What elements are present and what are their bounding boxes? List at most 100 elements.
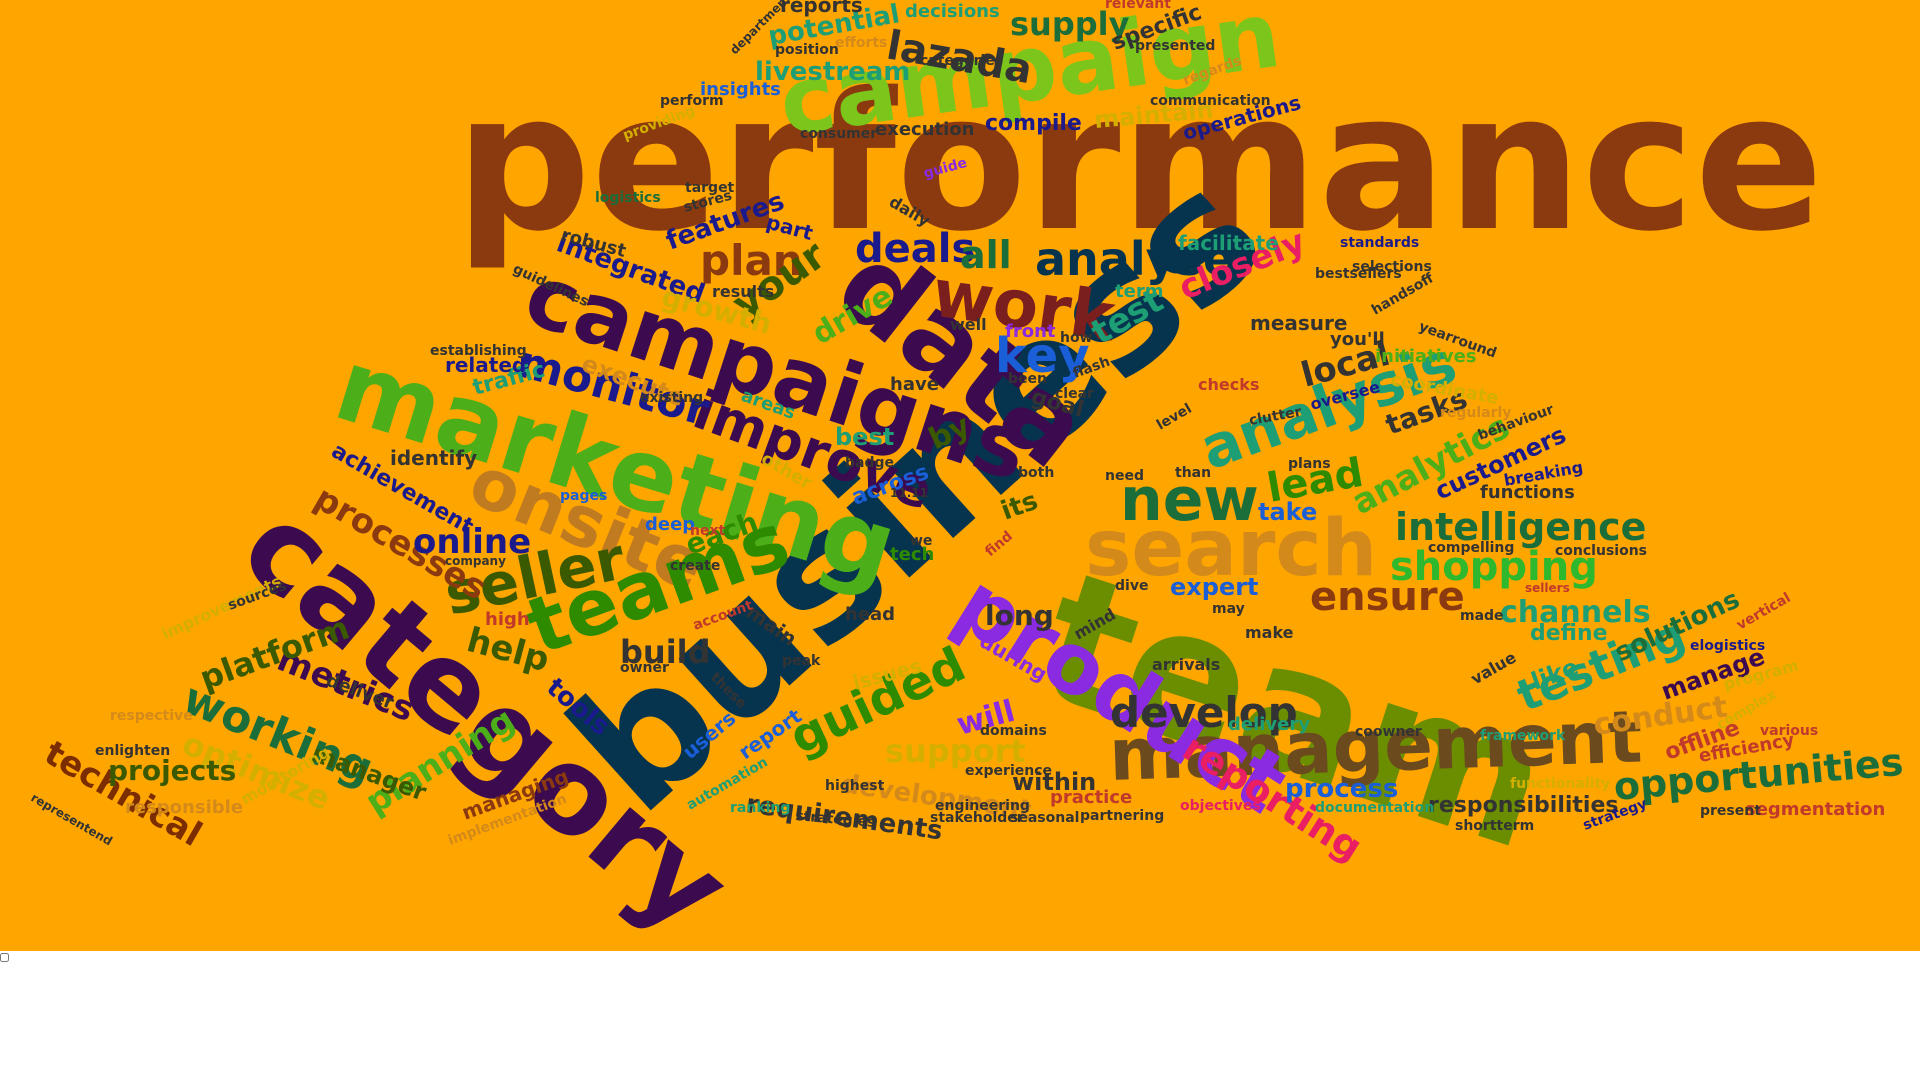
cloud-word-create: create xyxy=(670,558,720,574)
cloud-word-efforts: efforts xyxy=(835,35,887,51)
cloud-word-regularly: regularly xyxy=(1440,405,1511,421)
cloud-word-company: company xyxy=(445,554,506,568)
cloud-word-results: results xyxy=(712,282,774,301)
cloud-word-peak: peak xyxy=(782,653,821,669)
cloud-word-high: high xyxy=(485,609,530,630)
cloud-word-pages: pages xyxy=(560,488,607,504)
cloud-word-stakeholder: stakeholder xyxy=(930,810,1024,826)
cloud-word-ranking: ranking xyxy=(730,800,790,816)
cloud-word-measure: measure xyxy=(1250,311,1347,335)
cloud-word-supply: supply xyxy=(1010,5,1130,43)
cloud-word-initiatives: initiatives xyxy=(1375,346,1477,367)
cloud-word-execution: execution xyxy=(875,119,974,140)
cloud-word-arrivals: arrivals xyxy=(1152,655,1220,674)
cloud-word-search: search xyxy=(1085,504,1377,594)
cloud-word-various: various xyxy=(1760,723,1818,739)
cloud-word-tech: tech xyxy=(890,544,934,565)
cloud-word-identify: identify xyxy=(390,446,477,470)
checkbox[interactable] xyxy=(0,953,9,962)
cloud-word-elogistics: elogistics xyxy=(1690,638,1765,654)
cloud-word-process: process xyxy=(1285,774,1398,804)
cloud-word-partnering: partnering xyxy=(1080,808,1164,824)
cloud-word-respective: respective xyxy=(110,708,193,724)
cloud-word-within: within xyxy=(1012,768,1096,796)
cloud-word-existing: existing xyxy=(640,390,703,406)
cloud-word-target: target xyxy=(685,180,735,196)
cloud-word-make: make xyxy=(1245,623,1294,642)
cloud-word-expert: expert xyxy=(1170,573,1259,601)
cloud-word-shortterm: shortterm xyxy=(1455,818,1534,834)
cloud-word-online: online xyxy=(413,522,531,562)
cloud-word-checks: checks xyxy=(1198,375,1259,394)
cloud-word-logistics: logistics xyxy=(595,190,661,206)
cloud-word-plan: plan xyxy=(700,236,803,285)
cloud-word-support: support xyxy=(885,732,1026,770)
cloud-word-have: have xyxy=(890,374,939,395)
cloud-word-coowner: coowner xyxy=(1355,724,1422,740)
cloud-word-position: position xyxy=(775,42,839,58)
cloud-word-new: new xyxy=(1120,465,1259,535)
cloud-word-highest: highest xyxy=(825,778,885,794)
cloud-word-engineering: engineering xyxy=(935,798,1030,814)
cloud-word-clear: clear xyxy=(1055,386,1094,402)
cloud-word-documentation: documentation xyxy=(1315,800,1434,816)
cloud-word-presented: presented xyxy=(1135,38,1215,54)
cloud-word-selections: selections xyxy=(1352,259,1432,275)
cloud-word-experience: experience xyxy=(965,763,1052,779)
cloud-word-compile: compile xyxy=(985,111,1082,136)
word-cloud: performancebusinessteamcategorycampaignm… xyxy=(29,0,1905,951)
cloud-word-analyse: analyse xyxy=(1035,232,1234,286)
word-cloud-image: performance business team category campaign m… xyxy=(0,0,1920,951)
cloud-word-compelling: compelling xyxy=(1428,540,1514,556)
cloud-word-strategies: strategies xyxy=(795,808,876,831)
cloud-word-long: long xyxy=(985,599,1054,632)
cloud-word-build: build xyxy=(620,633,711,671)
cloud-word-we: we xyxy=(910,533,932,549)
cloud-word-performance: performance xyxy=(455,52,1823,273)
cloud-word-intelligence: intelligence xyxy=(1395,505,1646,549)
cloud-word-segmentation: segmentation xyxy=(1745,799,1885,820)
cloud-word-develop: develop xyxy=(1110,688,1298,737)
cloud-word-communication: communication xyxy=(1150,93,1271,109)
cloud-word-delivery: delivery xyxy=(1228,714,1310,735)
cloud-word-term: term xyxy=(1115,281,1163,302)
cloud-word-reports: reports xyxy=(780,0,863,17)
cloud-word-deals: deals xyxy=(855,226,975,272)
cloud-word-shopping: shopping xyxy=(1390,544,1598,590)
cloud-word-responsibilities: responsibilities xyxy=(1428,793,1618,818)
cloud-word-related: related xyxy=(445,353,526,377)
cloud-word-establishing: establishing xyxy=(430,343,527,359)
cloud-word-may: may xyxy=(1212,601,1245,617)
cloud-word-seasonal: seasonal xyxy=(1010,810,1079,826)
cloud-word-well: well xyxy=(950,315,987,334)
cloud-word-head: head xyxy=(845,604,895,625)
cloud-word-facilitate: facilitate xyxy=(1178,231,1279,255)
cloud-word-11-11: 11.11 xyxy=(890,486,928,500)
cloud-word-practice: practice xyxy=(1050,787,1132,808)
cloud-word-objectives: objectives xyxy=(1180,798,1261,814)
cloud-word-badge: badge xyxy=(845,455,894,471)
cloud-word-framework: framework xyxy=(1480,728,1566,744)
cloud-word-livestream: livestream xyxy=(755,57,910,87)
cloud-word-relevant: relevant xyxy=(1105,0,1171,12)
cloud-word-channels: channels xyxy=(1500,595,1651,630)
cloud-word-all: all xyxy=(960,233,1012,277)
cloud-word-you-ll: you'll xyxy=(1330,329,1385,350)
cloud-word-front: front xyxy=(1005,321,1056,342)
cloud-word-best: best xyxy=(835,423,894,451)
cloud-word-plans: plans xyxy=(1288,456,1331,472)
cloud-word-functionality: functionality xyxy=(1510,776,1610,792)
cloud-word-present: present xyxy=(1700,803,1761,819)
cloud-word-conclusions: conclusions xyxy=(1555,543,1647,559)
cloud-word-insights: insights xyxy=(700,79,781,100)
cloud-word-projects: projects xyxy=(108,754,236,787)
cloud-word-next: next xyxy=(690,523,725,539)
cloud-word-bestsellers: bestsellers xyxy=(1315,266,1402,282)
cloud-word-perform: perform xyxy=(660,93,724,109)
cloud-word-decisions: decisions xyxy=(905,1,1000,22)
cloud-word-how: how xyxy=(1060,330,1093,346)
cloud-word-need: need xyxy=(1105,468,1144,484)
cloud-word-made: made xyxy=(1460,608,1504,624)
cloud-word-owner: owner xyxy=(620,660,669,676)
cloud-word-enlighten: enlighten xyxy=(95,743,170,759)
